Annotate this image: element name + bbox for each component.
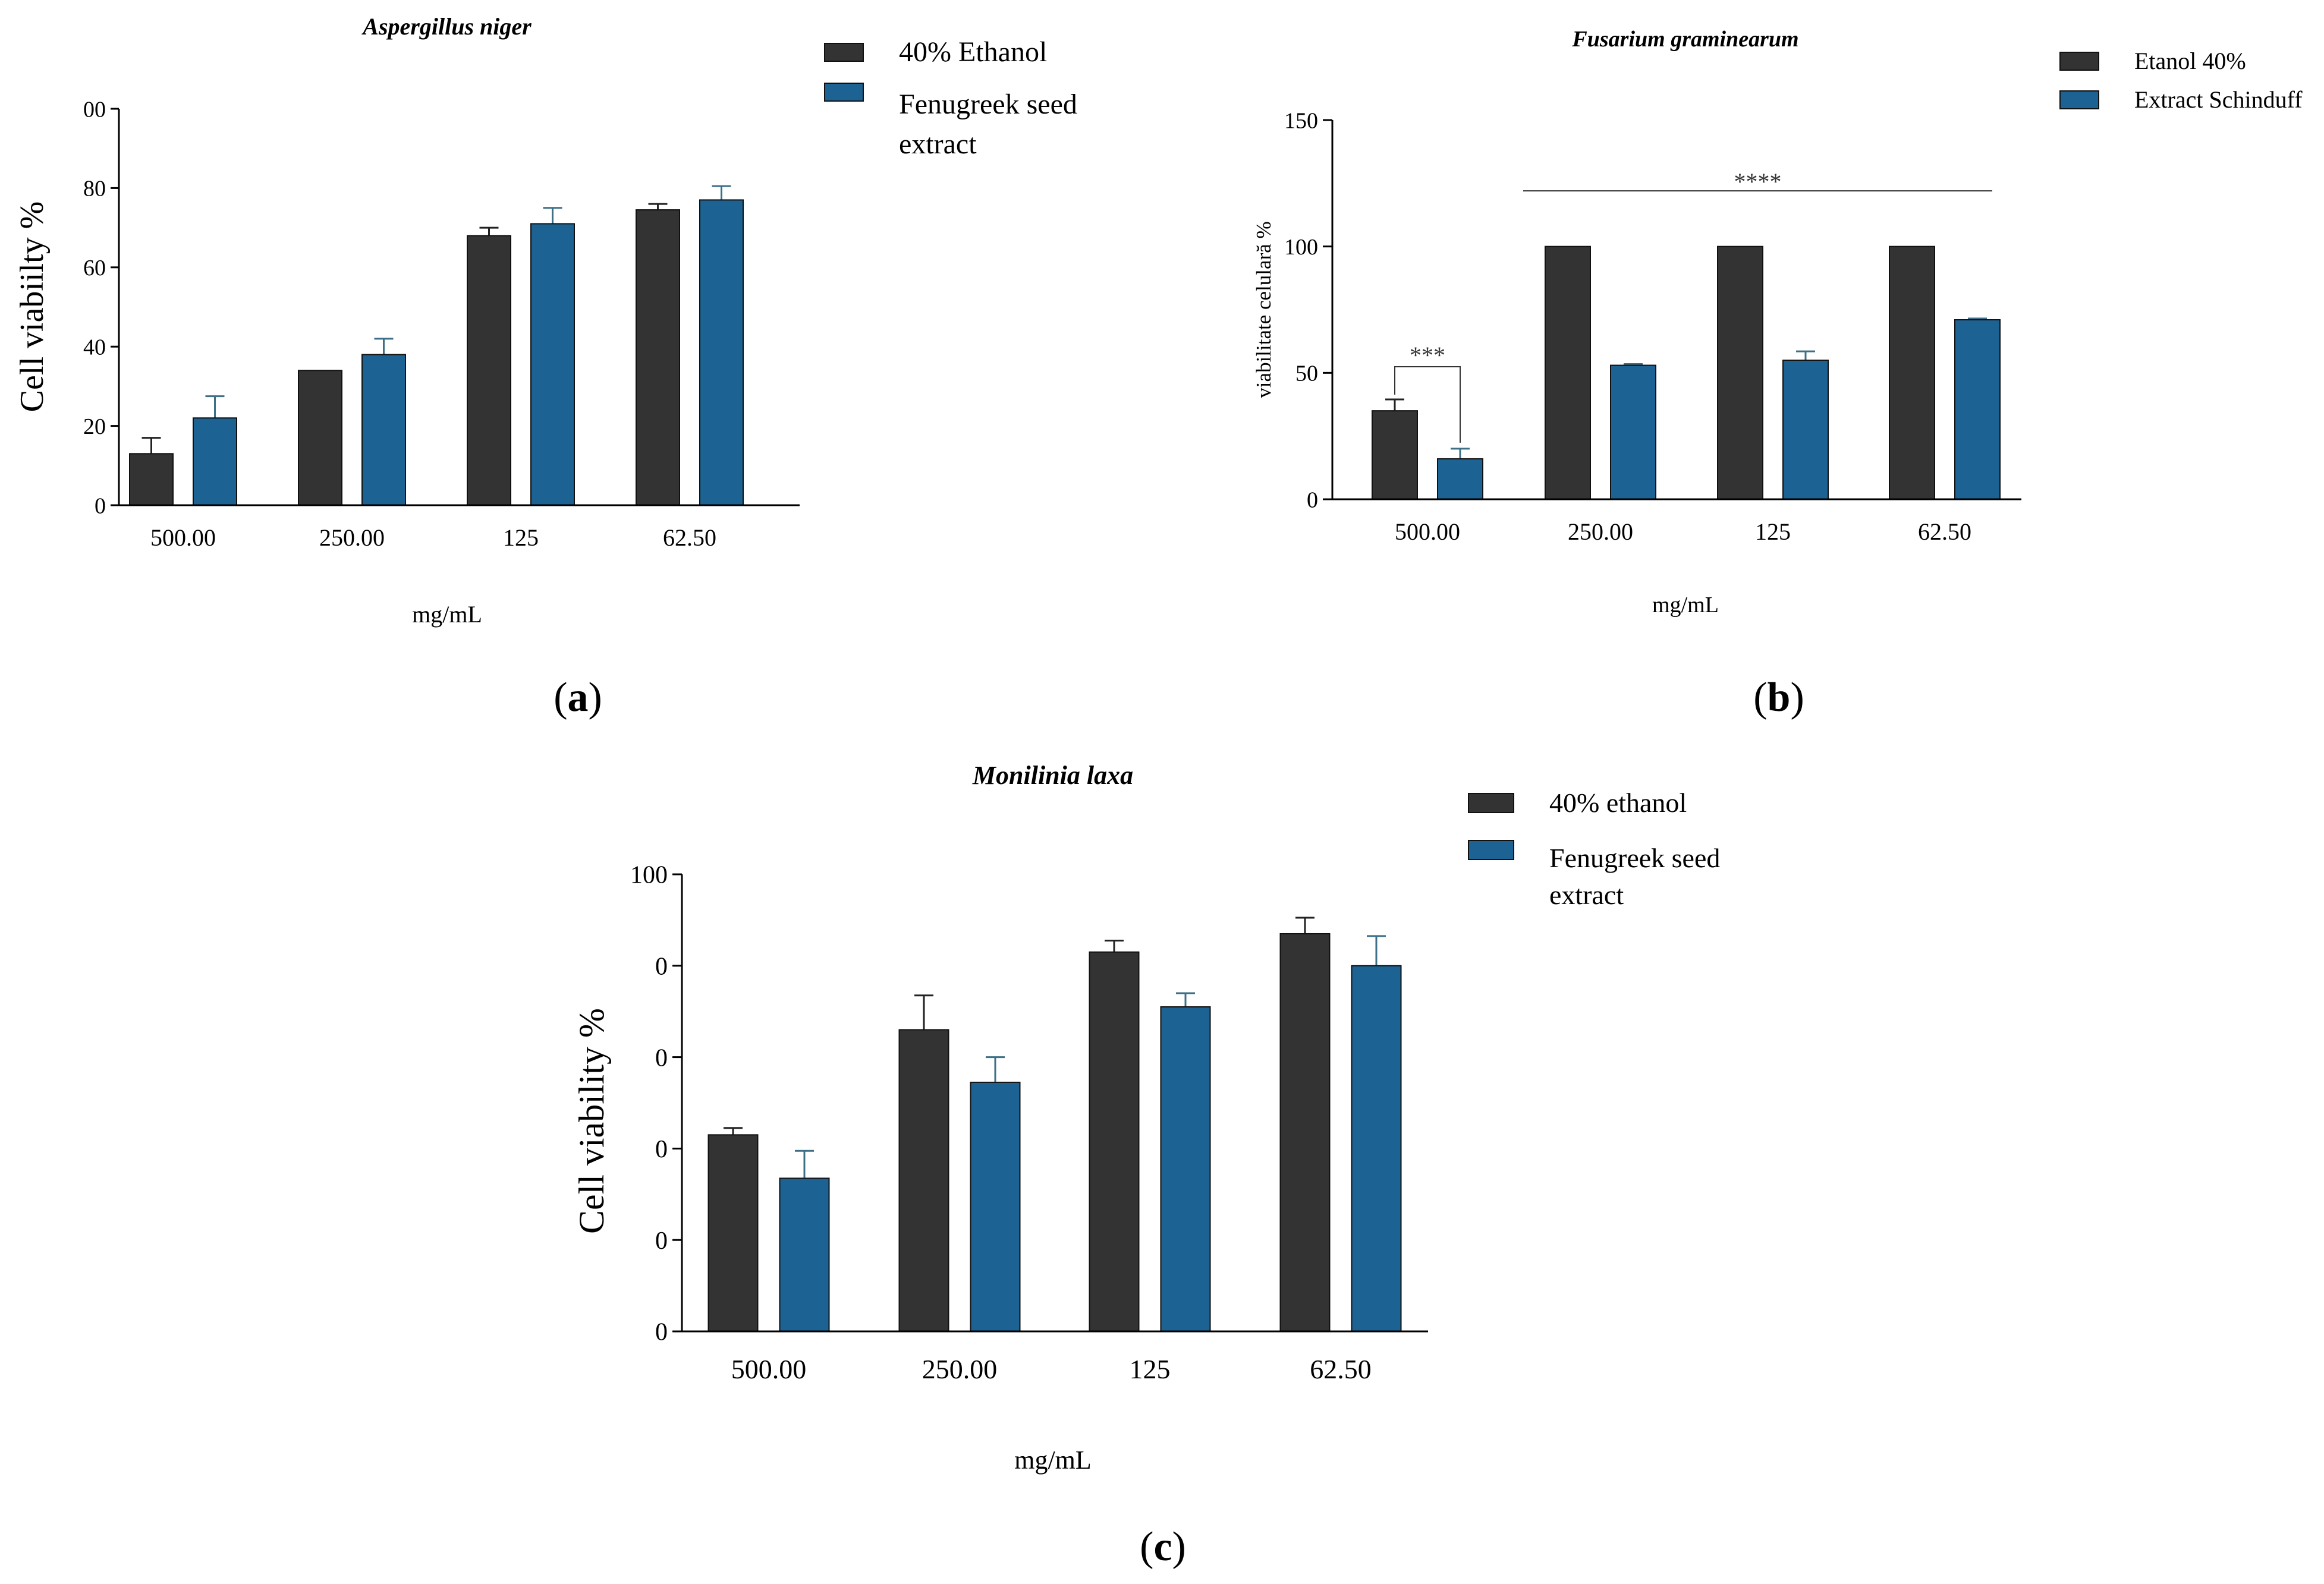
- panel-label: (c): [1140, 1524, 1186, 1570]
- bar: [193, 417, 237, 506]
- panel-label-letter: a: [568, 675, 589, 720]
- y-tick-label: 50: [1295, 361, 1318, 386]
- legend-swatch: [824, 83, 864, 102]
- x-tick-label: 62.50: [1310, 1354, 1372, 1384]
- chart-a: Aspergillus niger 0 20 40 60 80 00 500.00 250.00…: [14, 13, 1077, 720]
- bar: [1089, 951, 1140, 1332]
- legend-label-line: Fenugreek seed: [1549, 843, 1720, 873]
- y-tick-label: 0: [95, 493, 106, 518]
- legend-label-line: extract: [899, 128, 977, 160]
- x-tick-label: 250.00: [319, 524, 385, 551]
- significance-label: ***: [1410, 342, 1445, 369]
- x-axis-label: mg/mL: [412, 601, 482, 628]
- bar: [699, 199, 744, 506]
- bar: [1782, 360, 1829, 500]
- bar: [298, 370, 342, 506]
- legend-label: Fenugreek seed extract: [1549, 843, 1720, 910]
- y-tick-label: 0: [655, 953, 668, 981]
- legend-swatch: [1468, 793, 1514, 813]
- y-axis-label: Cell viabiilty %: [14, 201, 51, 412]
- legend-swatch: [824, 43, 864, 62]
- bar: [1279, 933, 1331, 1332]
- chart-title: Aspergillus niger: [361, 13, 532, 40]
- chart-title: Fusarium graminearum: [1571, 27, 1798, 52]
- y-axis-label: Cell viability %: [572, 1008, 611, 1234]
- x-tick-label: 250.00: [1568, 518, 1633, 545]
- y-tick-label: 0: [655, 1136, 668, 1163]
- legend-label: Fenugreek seed extract: [899, 89, 1077, 160]
- y-tick-label: 0: [655, 1319, 668, 1346]
- panel-label: (b): [1753, 675, 1804, 720]
- y-tick-label: 150: [1284, 108, 1318, 133]
- bar: [1717, 245, 1763, 500]
- y-tick-label: 60: [83, 256, 106, 281]
- y-tick-label: 40: [83, 335, 106, 360]
- x-tick-label: 125: [503, 524, 539, 551]
- bar: [779, 1177, 830, 1332]
- bar: [898, 1029, 949, 1332]
- panel-label-open: (: [554, 675, 567, 720]
- legend-swatch: [2059, 90, 2099, 109]
- y-tick-label: 100: [1284, 235, 1318, 260]
- x-tick-label: 500.00: [150, 524, 216, 551]
- x-tick-label: 62.50: [1918, 518, 1971, 545]
- chart-title: Monilinia laxa: [972, 761, 1133, 790]
- panel-label-letter: c: [1153, 1524, 1172, 1570]
- panel-label-close: ): [1172, 1524, 1186, 1570]
- chart-c: Monilinia laxa 0 0 0 0 0 100 500.00 250.00 125 62.…: [572, 761, 1720, 1570]
- bar: [129, 453, 174, 506]
- bar: [467, 235, 511, 506]
- y-tick-label: 100: [630, 862, 668, 889]
- significance-bracket: [1394, 366, 1461, 443]
- x-tick-label: 125: [1755, 518, 1791, 545]
- bar: [1545, 245, 1591, 500]
- legend-label: 40% Ethanol: [899, 36, 1047, 68]
- legend-swatch: [2059, 52, 2099, 71]
- bar: [636, 209, 680, 506]
- y-tick-label: 0: [655, 1227, 668, 1255]
- y-tick-label: 00: [83, 97, 106, 122]
- legend-label: Etanol 40%: [2134, 48, 2246, 74]
- y-tick-label: 0: [655, 1044, 668, 1072]
- y-axis-label: viabilitate celulară %: [1252, 221, 1275, 398]
- legend-label: Extract Schinduff: [2134, 86, 2303, 113]
- y-tick-label: 80: [83, 177, 106, 201]
- x-tick-label: 500.00: [1395, 518, 1460, 545]
- bar: [1160, 1006, 1211, 1332]
- bar: [970, 1081, 1021, 1333]
- bar: [361, 354, 406, 506]
- panel-label-open: (: [1140, 1524, 1153, 1570]
- legend-label-line: extract: [1549, 880, 1624, 910]
- bar: [1889, 245, 1935, 500]
- bar: [530, 223, 575, 506]
- bar: [1372, 410, 1418, 500]
- panel-label: (a): [554, 675, 602, 720]
- bar: [1351, 965, 1402, 1333]
- bar: [1610, 364, 1656, 500]
- panel-label-close: ): [1790, 675, 1804, 720]
- x-axis-label: mg/mL: [1014, 1446, 1092, 1475]
- legend-label: 40% ethanol: [1549, 788, 1687, 818]
- y-tick-label: 20: [83, 414, 106, 439]
- bar: [707, 1134, 759, 1332]
- x-tick-label: 125: [1130, 1354, 1171, 1384]
- x-axis-label: mg/mL: [1652, 593, 1719, 618]
- x-tick-label: 250.00: [922, 1354, 998, 1384]
- bar: [1954, 319, 2001, 500]
- legend-swatch: [1468, 840, 1514, 860]
- significance-label: ****: [1734, 168, 1782, 195]
- y-tick-label: 0: [1307, 487, 1318, 512]
- legend-label-line: Fenugreek seed: [899, 89, 1077, 120]
- panel-label-close: ): [589, 675, 602, 720]
- x-tick-label: 500.00: [731, 1354, 807, 1384]
- panel-label-letter: b: [1768, 675, 1791, 720]
- chart-b: Fusarium graminearum 0 50 100 150 500.00 250.0…: [1252, 27, 2303, 720]
- x-tick-label: 62.50: [663, 524, 716, 551]
- panel-label-open: (: [1753, 675, 1767, 720]
- bar: [1437, 458, 1483, 500]
